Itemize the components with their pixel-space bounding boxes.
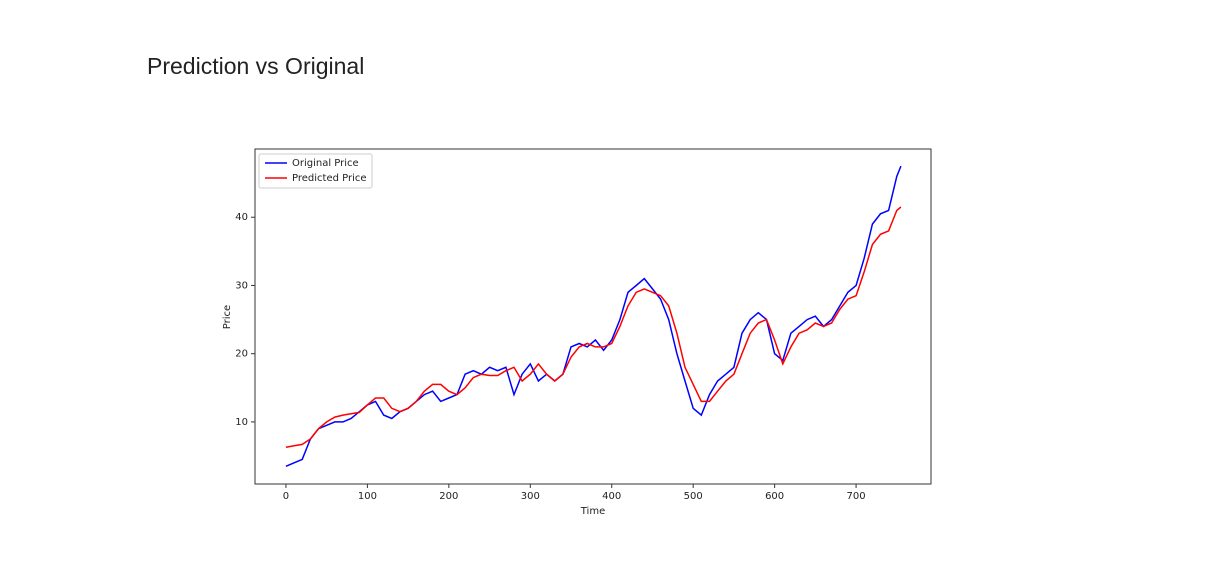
x-axis-label: Time [580,506,605,517]
legend-label: Original Price [292,158,359,169]
y-tick-label: 40 [235,212,248,223]
y-tick-label: 30 [235,280,248,291]
page-heading: Prediction vs Original [147,53,364,79]
x-tick-label: 400 [602,491,621,502]
data-line [285,165,902,467]
y-axis-label: Price [222,305,233,329]
x-tick-label: 700 [847,491,866,502]
legend-box [258,153,373,189]
x-tick-label: 200 [439,491,458,502]
x-tick-label: 500 [684,491,703,502]
x-tick-label: 600 [765,491,784,502]
y-tick-label: 20 [235,349,248,360]
x-tick-label: 300 [521,491,540,502]
axes-frame [254,148,932,485]
x-tick-label: 100 [358,491,377,502]
legend-label: Predicted Price [292,173,367,184]
y-tick-label: 10 [235,417,248,428]
x-tick-label: 0 [283,491,289,502]
data-line [285,206,902,448]
